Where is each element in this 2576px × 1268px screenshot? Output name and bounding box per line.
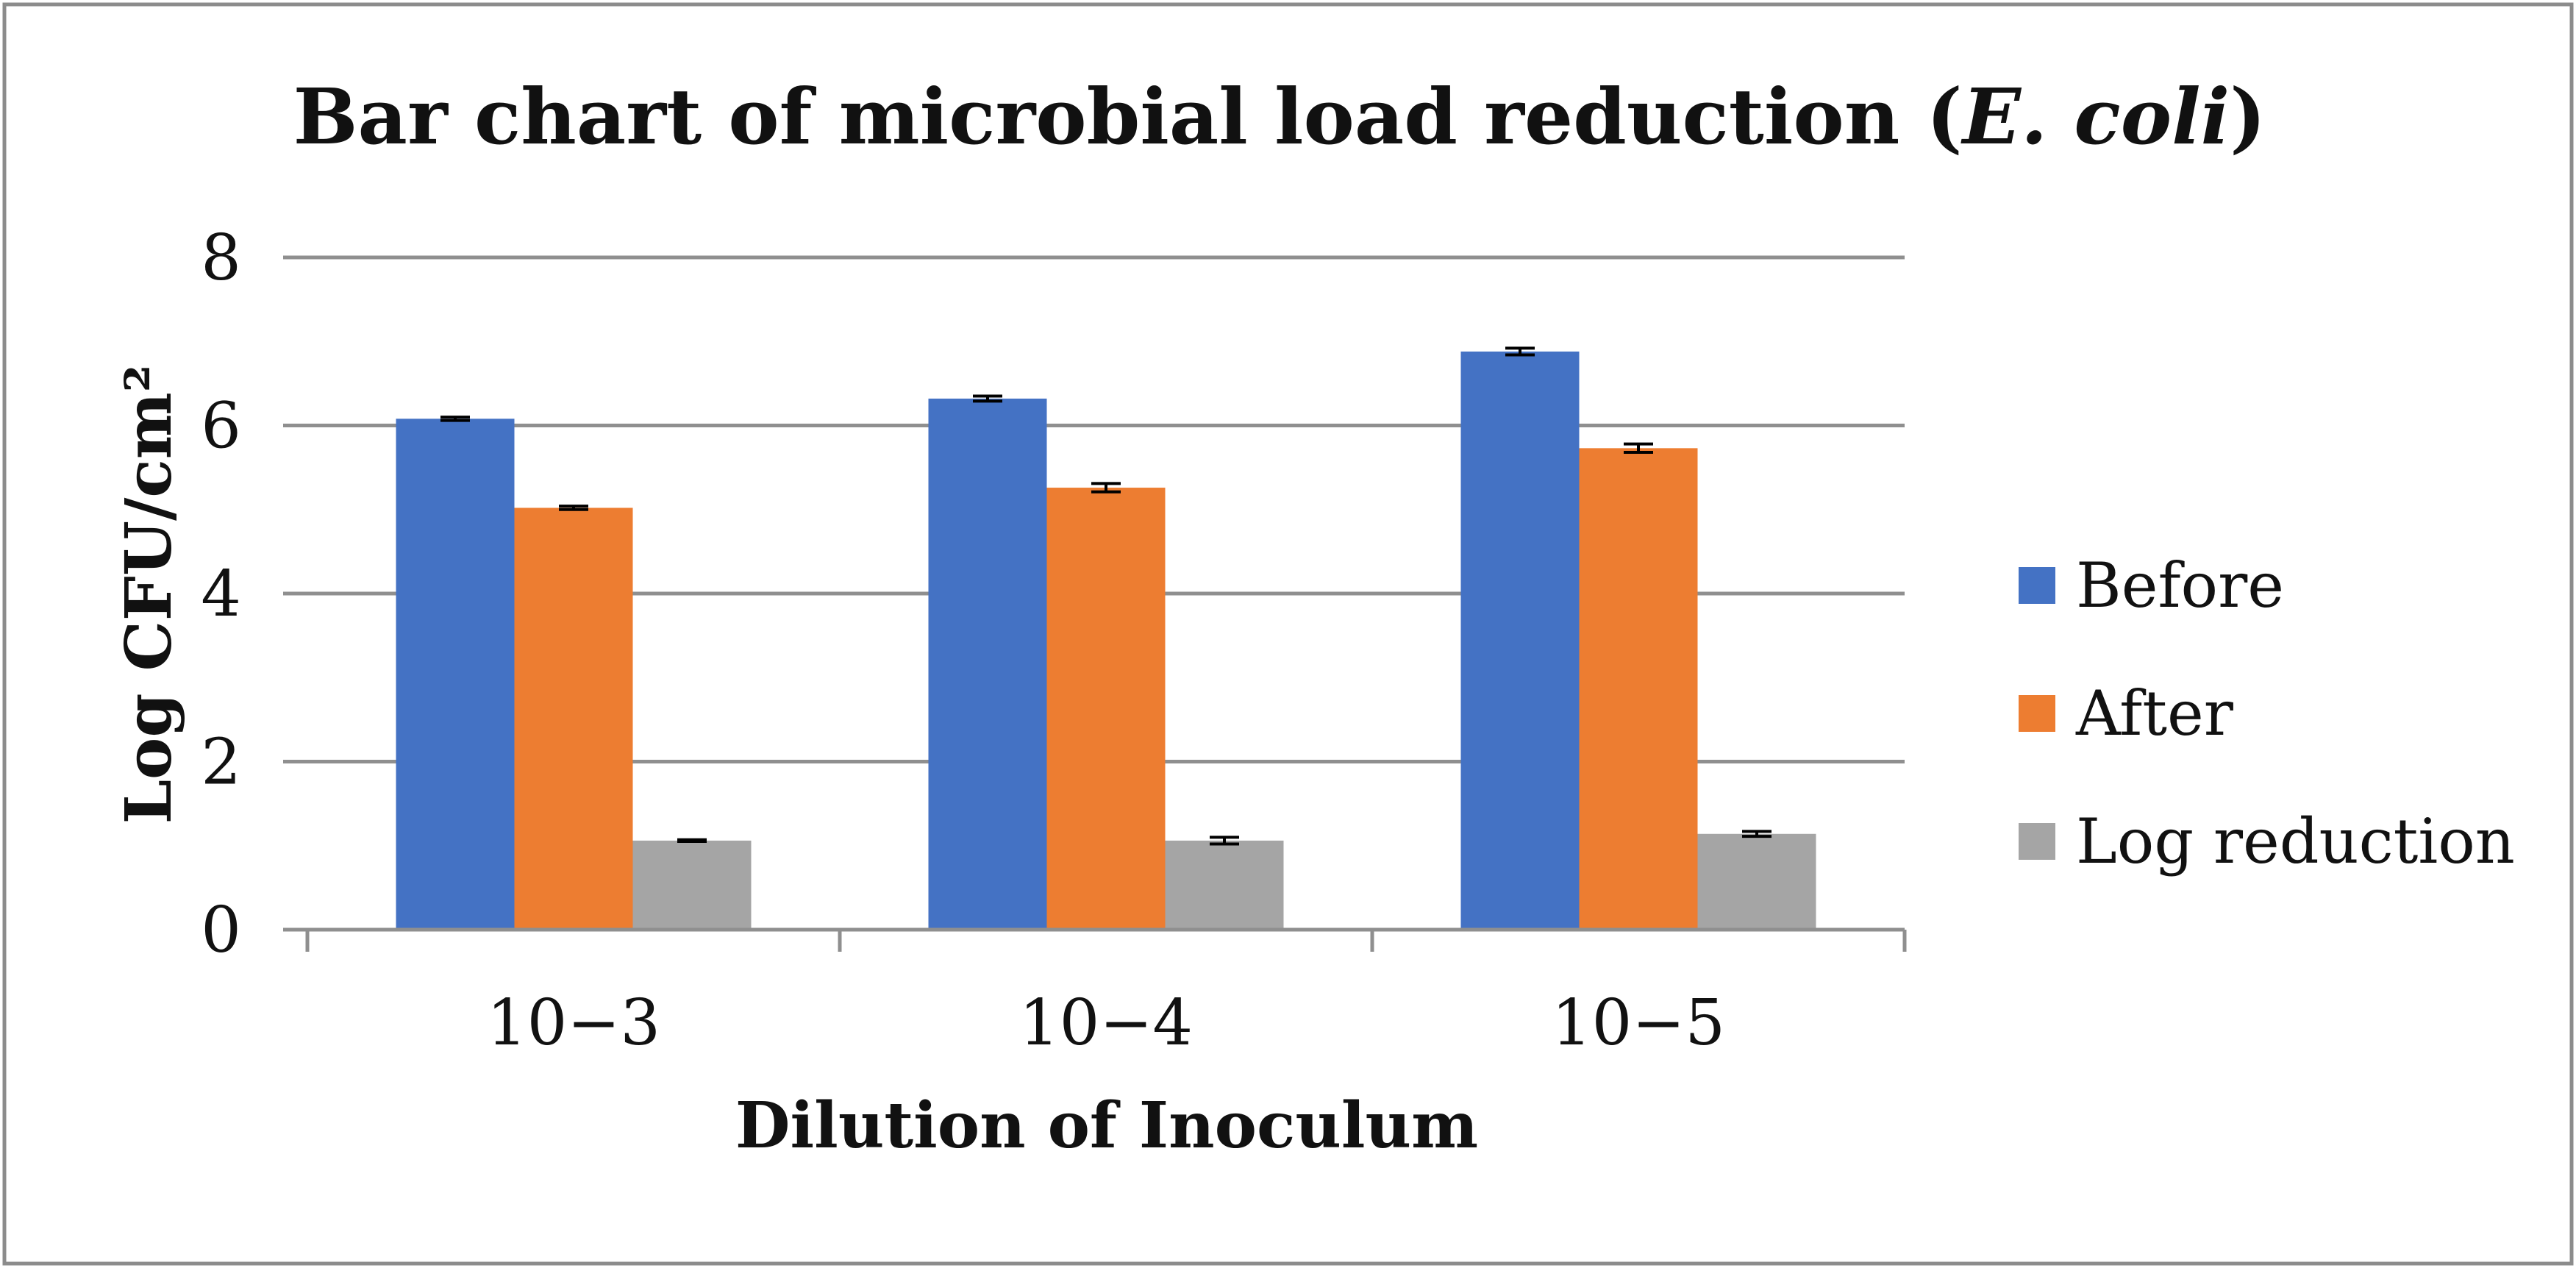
x-axis-ticks: 10−3 10−4 10−5 <box>487 986 1725 1060</box>
error-bar <box>559 505 588 511</box>
error-bar <box>1742 830 1772 838</box>
error-bar <box>1624 442 1653 455</box>
error-bar <box>440 416 470 422</box>
x-tick-label: 10−5 <box>1552 986 1725 1060</box>
bar-log-reduction <box>1697 833 1816 930</box>
bar-after <box>1579 448 1698 930</box>
title-part-0: Bar chart of microbial load reduction ( <box>293 71 1963 162</box>
title-part-1: E. coli <box>1960 71 2230 162</box>
error-bar <box>1210 836 1239 846</box>
legend-swatch <box>2019 823 2055 860</box>
chart-title: Bar chart of microbial load reduction (E… <box>293 71 2266 162</box>
bar-log-reduction <box>1165 840 1284 930</box>
error-bar <box>1505 346 1535 357</box>
y-tick-label: 2 <box>201 726 241 799</box>
error-bars <box>440 346 1772 846</box>
legend-item-log-reduction: Log reduction <box>2019 805 2515 877</box>
error-bar <box>973 394 1002 403</box>
legend-swatch <box>2019 567 2055 604</box>
bar-after <box>1046 488 1166 930</box>
legend-label: Log reduction <box>2076 805 2515 877</box>
error-bar <box>1091 482 1121 494</box>
legend-label: Before <box>2076 549 2284 621</box>
x-axis-label: Dilution of Inoculum <box>735 1089 1478 1163</box>
legend-item-after: After <box>2019 677 2234 749</box>
y-tick-label: 6 <box>201 390 241 463</box>
legend: Before After Log reduction <box>2019 549 2515 877</box>
bar-after <box>514 507 633 930</box>
bar-log-reduction <box>632 840 752 930</box>
bars <box>396 351 1816 930</box>
bar-before <box>396 418 515 930</box>
y-tick-label: 4 <box>201 558 241 631</box>
x-tick-label: 10−4 <box>1019 986 1193 1060</box>
y-tick-label: 8 <box>201 221 241 295</box>
y-axis-label: Log CFU/cm² <box>112 365 186 824</box>
error-bar <box>677 838 707 844</box>
title-part-2: ) <box>2230 71 2266 162</box>
y-tick-label: 0 <box>201 894 241 967</box>
x-axis <box>283 927 1907 952</box>
x-tick-label: 10−3 <box>487 986 660 1060</box>
bar-before <box>928 398 1047 930</box>
legend-item-before: Before <box>2019 549 2284 621</box>
legend-swatch <box>2019 695 2055 732</box>
bar-before <box>1460 351 1580 930</box>
y-axis-ticks: 0 2 4 6 8 <box>201 221 241 967</box>
legend-label: After <box>2075 677 2234 749</box>
